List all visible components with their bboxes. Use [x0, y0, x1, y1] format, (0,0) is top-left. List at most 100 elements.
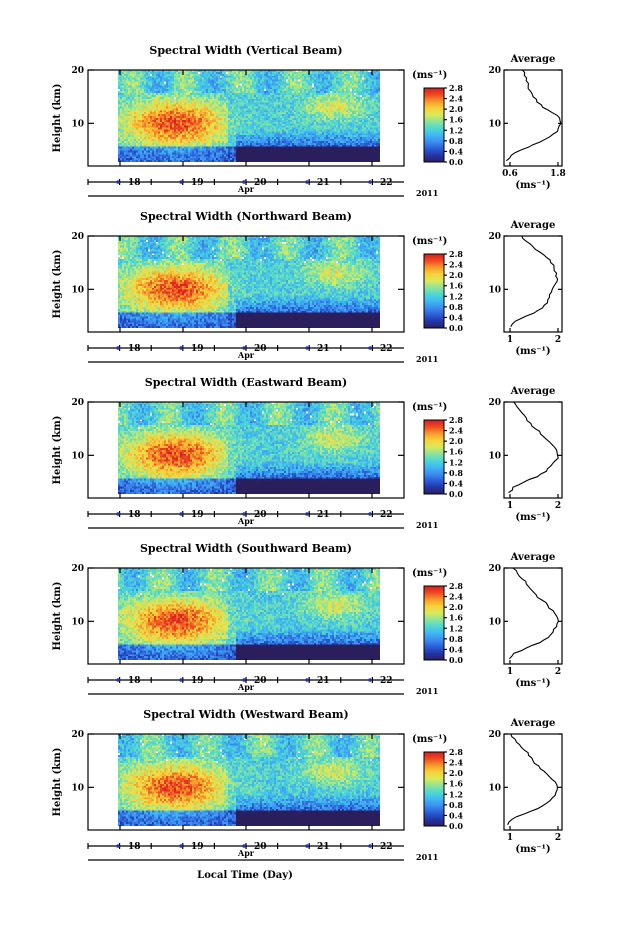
profile-xlabel: (ms⁻¹) — [515, 512, 550, 523]
year-label: 2011 — [416, 520, 438, 530]
panel-title: Spectral Width (Westward Beam) — [143, 708, 348, 721]
time-marker — [305, 512, 309, 516]
profile-line — [508, 401, 559, 494]
y-tick-label: 10 — [71, 783, 84, 793]
x-tick-label: 21 — [317, 344, 330, 354]
y-tick-label: 20 — [71, 66, 84, 76]
colorbar-unit: (ms⁻¹) — [412, 568, 447, 579]
colorbar — [423, 253, 445, 329]
colorbar-tick-label: 0.8 — [449, 136, 463, 146]
x-tick-label: 22 — [380, 344, 393, 354]
colorbar-unit: (ms⁻¹) — [412, 70, 447, 81]
y-tick-label: 10 — [71, 451, 84, 461]
time-marker — [116, 180, 120, 184]
colorbar-unit: (ms⁻¹) — [412, 402, 447, 413]
time-marker — [368, 346, 372, 350]
y-tick-label: 10 — [71, 119, 84, 129]
colorbar — [423, 419, 445, 495]
y-axis-label: Height (km) — [52, 250, 63, 319]
time-marker — [242, 844, 246, 848]
profile-x-tick-label: 1 — [507, 833, 513, 843]
profile-line — [509, 567, 559, 660]
colorbar-tick-label: 2.4 — [449, 260, 463, 270]
profile-y-tick-label: 20 — [488, 66, 501, 76]
colorbar-tick-label: 0.8 — [449, 468, 463, 478]
x-tick-label: 19 — [191, 676, 204, 686]
colorbar-tick-label: 0.0 — [449, 489, 463, 499]
month-label: Apr — [237, 516, 255, 526]
profile-y-tick-label: 10 — [488, 285, 501, 295]
colorbar-tick-label: 0.0 — [449, 157, 463, 167]
time-marker — [116, 678, 120, 682]
x-tick-label: 22 — [380, 510, 393, 520]
x-tick-label: 20 — [254, 676, 267, 686]
time-marker — [242, 180, 246, 184]
colorbar-tick-label: 1.6 — [449, 447, 463, 457]
colorbar — [423, 87, 445, 163]
colorbar-tick-label: 1.2 — [449, 789, 463, 799]
profile-xlabel: (ms⁻¹) — [515, 346, 550, 357]
profile-title: Average — [510, 718, 556, 729]
profile-title: Average — [510, 386, 556, 397]
heatmap-image — [118, 236, 380, 328]
colorbar-tick-label: 0.4 — [449, 644, 463, 654]
time-marker — [179, 844, 183, 848]
year-label: 2011 — [416, 354, 438, 364]
profile-line — [506, 69, 562, 162]
colorbar-tick-label: 1.2 — [449, 291, 463, 301]
x-tick-label: 20 — [254, 344, 267, 354]
profile-x-tick-label: 1 — [507, 667, 513, 677]
profile-x-tick-label: 1 — [507, 501, 513, 511]
panel-title: Spectral Width (Vertical Beam) — [149, 44, 342, 57]
panel-5: 10 20 Spectral Width (Westward Beam) Height… — [52, 708, 563, 862]
colorbar-unit: (ms⁻¹) — [412, 734, 447, 745]
year-label: 2011 — [416, 188, 438, 198]
colorbar-tick-label: 0.4 — [449, 312, 463, 322]
x-tick-label: 18 — [128, 178, 141, 188]
colorbar-tick-label: 2.8 — [449, 249, 463, 259]
panel-4: 10 20 Spectral Width (Southward Beam) Heigh… — [52, 542, 563, 696]
colorbar-tick-label: 2.4 — [449, 426, 463, 436]
profile-frame — [503, 733, 563, 831]
colorbar-tick-label: 0.8 — [449, 634, 463, 644]
profile-xlabel: (ms⁻¹) — [515, 180, 550, 191]
month-label: Apr — [237, 350, 255, 360]
time-marker — [179, 512, 183, 516]
y-tick-label: 20 — [71, 232, 84, 242]
colorbar-tick-label: 1.6 — [449, 779, 463, 789]
time-marker — [368, 180, 372, 184]
panel-3: 10 20 Spectral Width (Eastward Beam) Height… — [52, 376, 563, 530]
time-marker — [242, 678, 246, 682]
profile-x-tick-label: 2 — [555, 667, 561, 677]
colorbar-tick-label: 0.4 — [449, 146, 463, 156]
x-tick-label: 20 — [254, 510, 267, 520]
panel-title: Spectral Width (Northward Beam) — [140, 210, 352, 223]
time-marker — [305, 346, 309, 350]
colorbar-tick-label: 2.4 — [449, 592, 463, 602]
profile-title: Average — [510, 54, 556, 65]
panel-title: Spectral Width (Eastward Beam) — [145, 376, 347, 389]
colorbar-tick-label: 0.8 — [449, 800, 463, 810]
panel-2: 10 20 Spectral Width (Northward Beam) Heigh… — [52, 210, 563, 364]
x-tick-label: 19 — [191, 510, 204, 520]
time-marker — [179, 678, 183, 682]
x-tick-label: 22 — [380, 842, 393, 852]
x-tick-label: 21 — [317, 510, 330, 520]
colorbar-tick-label: 1.6 — [449, 613, 463, 623]
profile-xlabel: (ms⁻¹) — [515, 678, 550, 689]
time-marker — [116, 346, 120, 350]
profile-line — [510, 235, 559, 327]
colorbar-tick-label: 2.0 — [449, 602, 463, 612]
profile-x-tick-label: 1 — [507, 335, 513, 345]
colorbar-tick-label: 1.2 — [449, 623, 463, 633]
x-tick-label: 20 — [254, 842, 267, 852]
colorbar-tick-label: 1.6 — [449, 115, 463, 125]
colorbar-tick-label: 2.4 — [449, 758, 463, 768]
profile-y-tick-label: 10 — [488, 119, 501, 129]
time-marker — [305, 180, 309, 184]
month-label: Apr — [237, 184, 255, 194]
colorbar-tick-label: 0.0 — [449, 821, 463, 831]
time-marker — [242, 346, 246, 350]
y-tick-label: 20 — [71, 398, 84, 408]
colorbar-tick-label: 0.0 — [449, 655, 463, 665]
